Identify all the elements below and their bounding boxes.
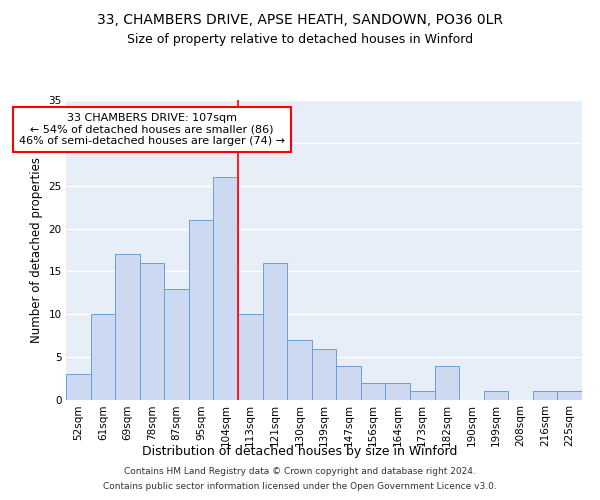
Text: 33, CHAMBERS DRIVE, APSE HEATH, SANDOWN, PO36 0LR: 33, CHAMBERS DRIVE, APSE HEATH, SANDOWN,… bbox=[97, 12, 503, 26]
Bar bbox=[238, 314, 263, 400]
Bar bbox=[312, 348, 336, 400]
Bar bbox=[91, 314, 115, 400]
Text: Size of property relative to detached houses in Winford: Size of property relative to detached ho… bbox=[127, 32, 473, 46]
Bar bbox=[287, 340, 312, 400]
Text: 33 CHAMBERS DRIVE: 107sqm
← 54% of detached houses are smaller (86)
46% of semi-: 33 CHAMBERS DRIVE: 107sqm ← 54% of detac… bbox=[19, 113, 285, 146]
Bar bbox=[66, 374, 91, 400]
Bar bbox=[164, 288, 189, 400]
Y-axis label: Number of detached properties: Number of detached properties bbox=[30, 157, 43, 343]
Bar bbox=[263, 263, 287, 400]
Text: Contains public sector information licensed under the Open Government Licence v3: Contains public sector information licen… bbox=[103, 482, 497, 491]
Text: Contains HM Land Registry data © Crown copyright and database right 2024.: Contains HM Land Registry data © Crown c… bbox=[124, 467, 476, 476]
Bar bbox=[361, 383, 385, 400]
Bar bbox=[385, 383, 410, 400]
Bar bbox=[140, 263, 164, 400]
Bar bbox=[484, 392, 508, 400]
Bar bbox=[189, 220, 214, 400]
Bar bbox=[410, 392, 434, 400]
Text: Distribution of detached houses by size in Winford: Distribution of detached houses by size … bbox=[142, 444, 458, 458]
Bar bbox=[336, 366, 361, 400]
Bar bbox=[434, 366, 459, 400]
Bar bbox=[557, 392, 582, 400]
Bar bbox=[214, 177, 238, 400]
Bar bbox=[533, 392, 557, 400]
Bar bbox=[115, 254, 140, 400]
